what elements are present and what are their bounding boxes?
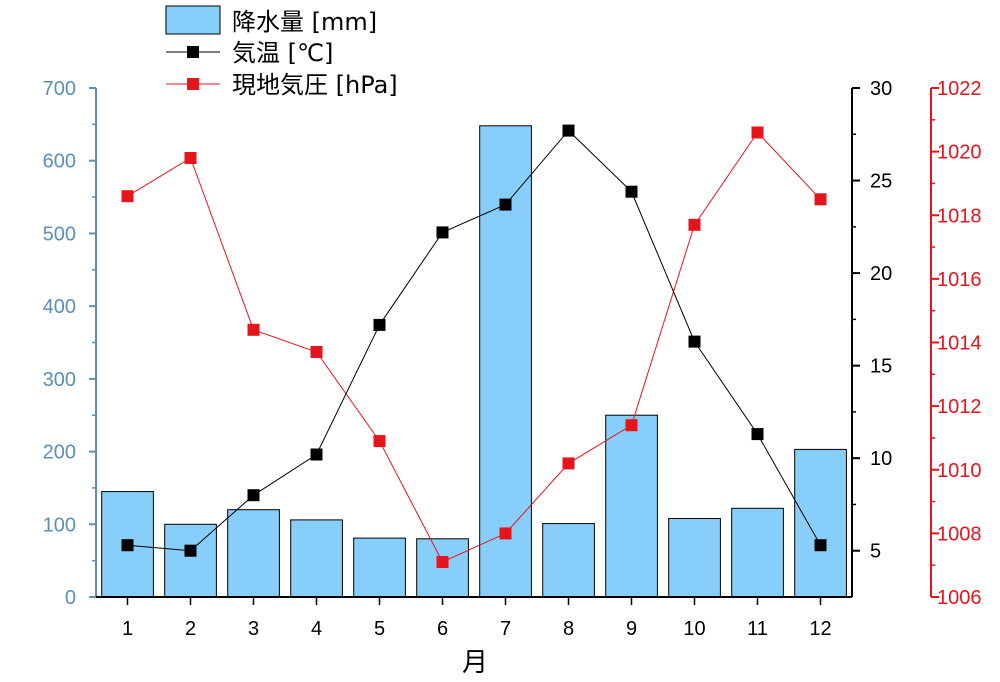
x-axis-tick-label: 12 xyxy=(809,618,831,640)
x-axis-tick-label: 5 xyxy=(374,618,385,640)
left-axis-tick-label: 100 xyxy=(43,514,76,536)
legend-marker-temperature xyxy=(187,46,199,58)
pressure-marker xyxy=(562,457,575,470)
x-axis-tick-label: 8 xyxy=(563,618,574,640)
right-axis-tick-label: 10 xyxy=(870,448,892,470)
legend-marker-pressure xyxy=(187,78,199,90)
precipitation-bar xyxy=(164,523,217,598)
precipitation-bar xyxy=(731,507,784,598)
x-axis-tick-label: 7 xyxy=(500,618,511,640)
left-axis-tick-label: 300 xyxy=(43,369,76,391)
pressure-marker xyxy=(751,126,764,139)
series-lines xyxy=(121,124,827,568)
pressure-axis-tick-label: 1008 xyxy=(937,523,982,545)
left-axis-tick-label: 200 xyxy=(43,442,76,464)
pressure-axis-tick-label: 1010 xyxy=(937,460,982,482)
temperature-marker xyxy=(562,124,575,137)
pressure-marker xyxy=(625,419,638,432)
precipitation-bar xyxy=(542,523,595,598)
pressure-marker xyxy=(247,323,260,336)
pressure-marker xyxy=(373,435,386,448)
left-axis-tick-label: 0 xyxy=(65,587,76,609)
precipitation-bar xyxy=(605,414,658,598)
pressure-line xyxy=(127,131,821,563)
x-axis-tick-label: 2 xyxy=(185,618,196,640)
right-axis-tick-label: 5 xyxy=(870,541,881,563)
pressure-marker xyxy=(310,346,323,358)
right-axis-tick-label: 30 xyxy=(870,78,892,100)
precipitation-bar xyxy=(668,518,721,598)
x-axis-tick-label: 10 xyxy=(683,618,705,640)
temperature-marker xyxy=(373,318,386,331)
precipitation-bar xyxy=(794,448,847,598)
precipitation-bar xyxy=(479,125,532,598)
pressure-marker xyxy=(121,190,134,203)
pressure-marker xyxy=(499,527,512,540)
x-axis-tick-label: 3 xyxy=(248,618,259,640)
pressure-axis-tick-label: 1016 xyxy=(937,269,982,291)
pressure-axis-tick-label: 1012 xyxy=(937,396,982,418)
legend-swatch-precipitation xyxy=(165,5,221,35)
temperature-marker xyxy=(121,539,134,552)
temperature-marker xyxy=(310,448,323,461)
precipitation-bar xyxy=(227,509,280,598)
x-axis-tick-label: 11 xyxy=(747,618,768,640)
pressure-marker xyxy=(184,152,197,164)
left-axis-tick-label: 400 xyxy=(43,296,76,318)
legend-label-temperature: 気温 [℃] xyxy=(232,39,333,67)
temperature-marker xyxy=(499,198,512,211)
left-axis-tick-label: 700 xyxy=(43,78,76,100)
temperature-marker xyxy=(814,539,827,552)
pressure-axis-tick-label: 1018 xyxy=(937,205,982,227)
x-axis-tick-label: 4 xyxy=(311,618,322,640)
precipitation-bars xyxy=(101,125,847,598)
legend-label-precipitation: 降水量 [mm] xyxy=(232,8,377,36)
x-axis-tick-label: 6 xyxy=(437,618,448,640)
left-axis-tick-label: 600 xyxy=(43,151,76,173)
pressure-axis-tick-label: 1022 xyxy=(937,78,982,100)
pressure-marker xyxy=(688,218,701,231)
temperature-marker xyxy=(436,226,449,239)
right-axis-tick-label: 20 xyxy=(870,263,892,285)
right-axis-tick-label: 25 xyxy=(870,171,892,193)
temperature-marker xyxy=(184,544,197,557)
pressure-marker xyxy=(436,556,449,568)
legend-label-pressure: 現地気圧 [hPa] xyxy=(232,71,398,99)
pressure-axis-tick-label: 1014 xyxy=(937,333,982,355)
temperature-line xyxy=(127,129,821,552)
temperature-marker xyxy=(688,335,701,348)
pressure-marker xyxy=(814,193,827,206)
x-axis-tick-label: 9 xyxy=(626,618,637,640)
temperature-marker xyxy=(751,428,764,441)
x-axis-title: 月 xyxy=(462,648,488,678)
legend: 降水量 [mm] 気温 [℃] 現地気圧 [hPa] xyxy=(165,5,398,99)
right-axis-tick-label: 15 xyxy=(870,356,892,378)
pressure-axis-tick-label: 1006 xyxy=(937,587,982,609)
precipitation-bar xyxy=(290,519,343,598)
left-axis-tick-label: 500 xyxy=(43,223,76,245)
x-axis-tick-label: 1 xyxy=(122,618,133,640)
temperature-marker xyxy=(247,489,260,502)
pressure-axis-tick-label: 1020 xyxy=(937,142,982,164)
precipitation-bar xyxy=(353,537,406,598)
temperature-marker xyxy=(625,185,638,198)
